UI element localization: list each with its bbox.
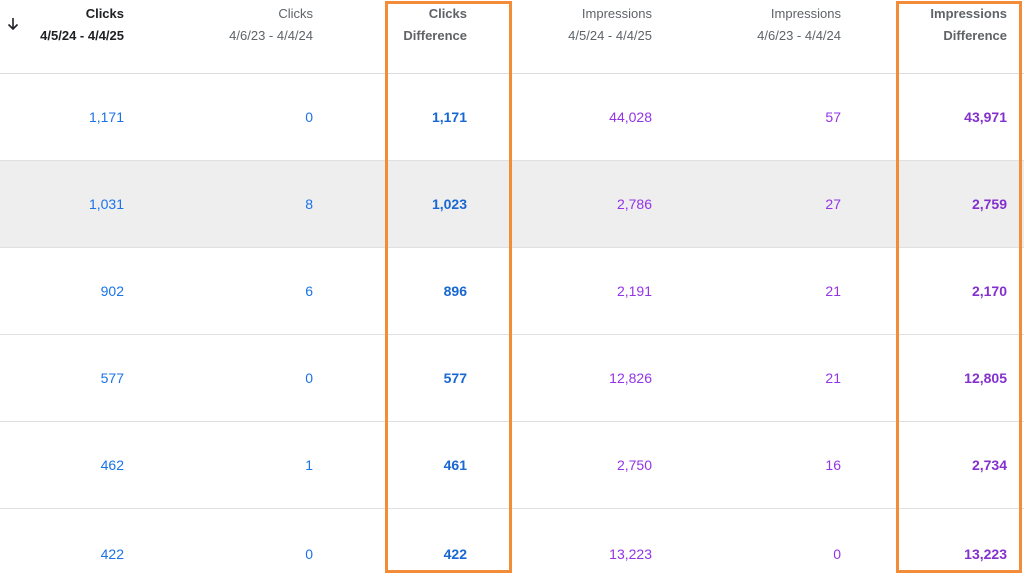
- header-label: Impressions: [930, 6, 1007, 21]
- impressions-previous-cell: 0: [833, 546, 841, 562]
- table-row[interactable]: 1,171 0 1,171 44,028 57 43,971: [0, 74, 1024, 161]
- clicks-difference-cell: 896: [443, 283, 467, 299]
- impressions-current-cell: 12,826: [609, 370, 652, 386]
- impressions-difference-cell: 2,759: [971, 196, 1007, 212]
- impressions-current-cell: 2,191: [616, 283, 652, 299]
- clicks-previous-cell: 0: [305, 370, 313, 386]
- header-sublabel: Difference: [403, 28, 467, 43]
- header-impressions-previous[interactable]: Impressions 4/6/23 - 4/4/24: [700, 0, 841, 73]
- header-impressions-current[interactable]: Impressions 4/5/24 - 4/4/25: [520, 0, 652, 73]
- clicks-previous-cell: 1: [305, 457, 313, 473]
- impressions-difference-cell: 13,223: [964, 546, 1007, 562]
- header-label: Clicks: [428, 6, 467, 21]
- impressions-current-cell: 2,786: [616, 196, 652, 212]
- clicks-current-cell: 577: [100, 370, 124, 386]
- impressions-difference-cell: 2,170: [971, 283, 1007, 299]
- impressions-previous-cell: 27: [825, 196, 841, 212]
- header-label: Impressions: [581, 6, 652, 21]
- impressions-difference-cell: 2,734: [971, 457, 1007, 473]
- table-row[interactable]: 577 0 577 12,826 21 12,805: [0, 335, 1024, 422]
- clicks-previous-cell: 8: [305, 196, 313, 212]
- header-date-range: 4/5/24 - 4/4/25: [568, 28, 652, 43]
- header-clicks-difference[interactable]: Clicks Difference: [380, 0, 467, 73]
- header-date-range: 4/5/24 - 4/4/25: [40, 28, 124, 43]
- header-date-range: 4/6/23 - 4/4/24: [757, 28, 841, 43]
- impressions-previous-cell: 21: [825, 283, 841, 299]
- clicks-difference-cell: 461: [443, 457, 467, 473]
- clicks-current-cell: 1,171: [88, 109, 124, 125]
- table-row[interactable]: 902 6 896 2,191 21 2,170: [0, 248, 1024, 335]
- impressions-difference-cell: 12,805: [964, 370, 1007, 386]
- impressions-current-cell: 2,750: [616, 457, 652, 473]
- table-row[interactable]: 1,031 8 1,023 2,786 27 2,759: [0, 161, 1024, 248]
- impressions-difference-cell: 43,971: [964, 109, 1007, 125]
- impressions-current-cell: 13,223: [609, 546, 652, 562]
- clicks-difference-cell: 577: [443, 370, 467, 386]
- impressions-previous-cell: 21: [825, 370, 841, 386]
- clicks-previous-cell: 0: [305, 109, 313, 125]
- clicks-current-cell: 1,031: [88, 196, 124, 212]
- clicks-difference-cell: 1,023: [431, 196, 467, 212]
- impressions-previous-cell: 16: [825, 457, 841, 473]
- arrow-down-icon[interactable]: [5, 16, 21, 32]
- clicks-difference-cell: 422: [443, 546, 467, 562]
- impressions-current-cell: 44,028: [609, 109, 652, 125]
- clicks-difference-cell: 1,171: [431, 109, 467, 125]
- header-label: Clicks: [85, 6, 124, 21]
- header-impressions-difference[interactable]: Impressions Difference: [900, 0, 1007, 73]
- clicks-current-cell: 422: [100, 546, 124, 562]
- clicks-current-cell: 462: [100, 457, 124, 473]
- header-sublabel: Difference: [943, 28, 1007, 43]
- clicks-previous-cell: 0: [305, 546, 313, 562]
- clicks-current-cell: 902: [100, 283, 124, 299]
- table-row[interactable]: 422 0 422 13,223 0 13,223: [0, 509, 1024, 576]
- header-clicks-current[interactable]: Clicks 4/5/24 - 4/4/25: [0, 0, 124, 73]
- clicks-previous-cell: 6: [305, 283, 313, 299]
- impressions-previous-cell: 57: [825, 109, 841, 125]
- header-label: Clicks: [278, 6, 313, 21]
- header-date-range: 4/6/23 - 4/4/24: [229, 28, 313, 43]
- table-row[interactable]: 462 1 461 2,750 16 2,734: [0, 422, 1024, 509]
- header-divider: [0, 73, 1024, 74]
- header-label: Impressions: [770, 6, 841, 21]
- header-clicks-previous[interactable]: Clicks 4/6/23 - 4/4/24: [180, 0, 313, 73]
